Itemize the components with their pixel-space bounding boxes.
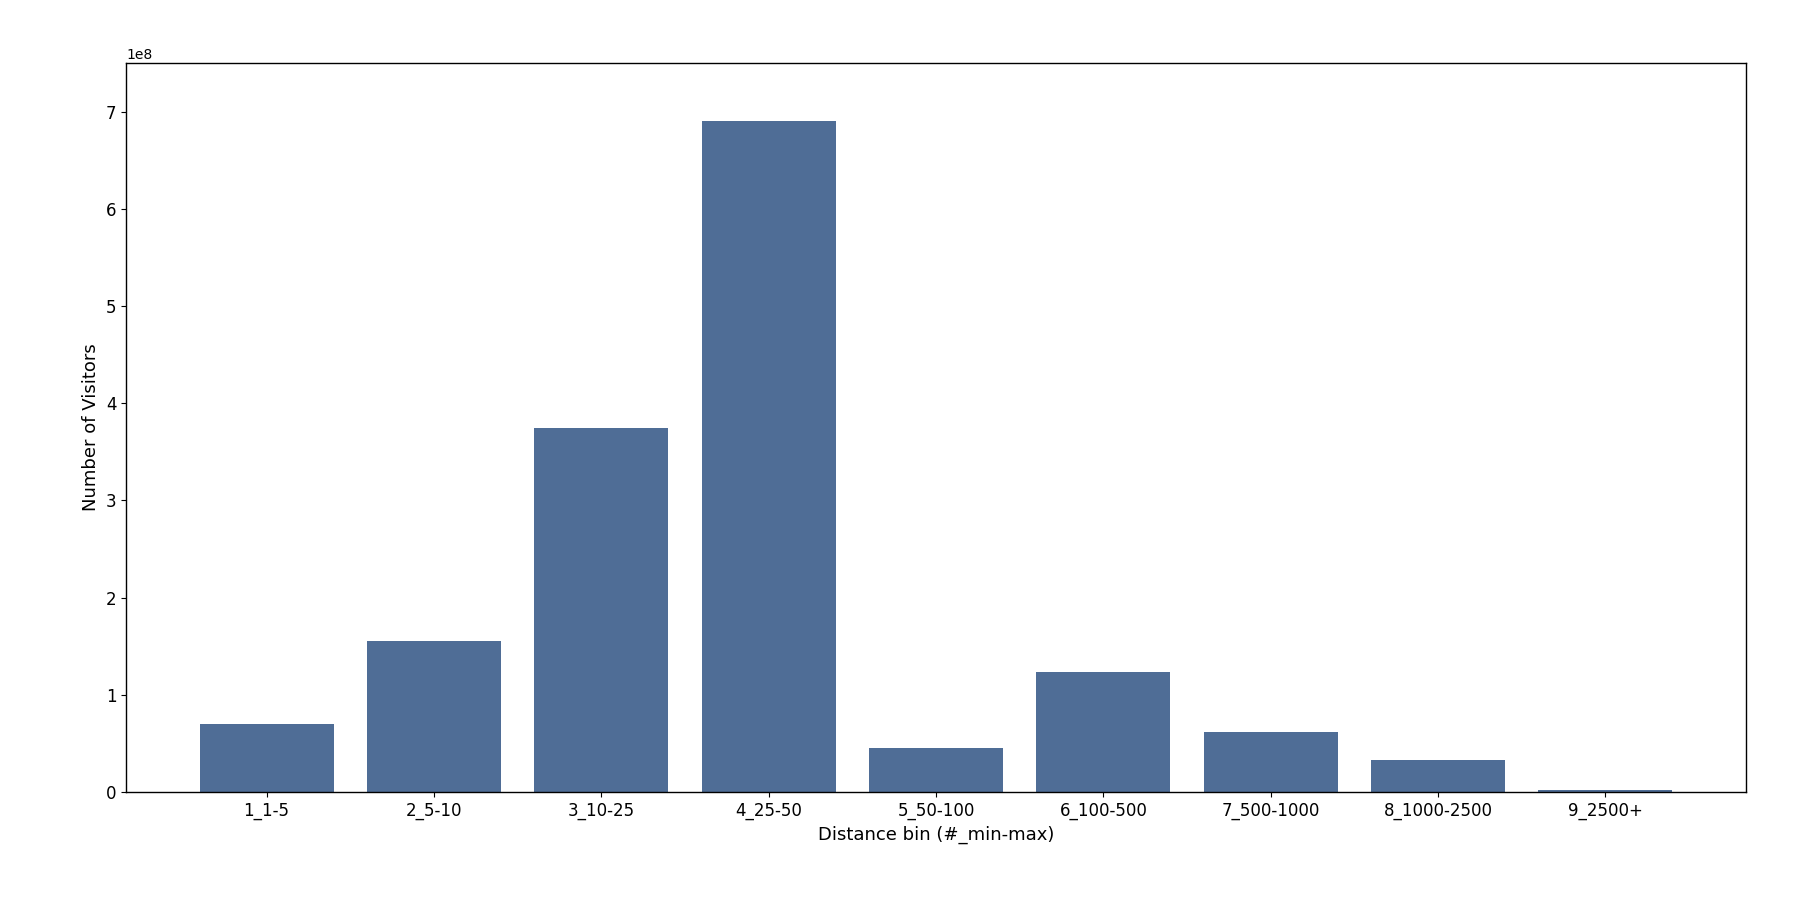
X-axis label: Distance bin (#_min-max): Distance bin (#_min-max) (817, 825, 1055, 843)
Bar (1372, 760, 1505, 792)
Bar (1539, 790, 1672, 792)
Bar (367, 642, 500, 792)
Bar (200, 724, 333, 792)
Bar (1037, 672, 1170, 792)
Y-axis label: Number of Visitors: Number of Visitors (83, 344, 101, 511)
Bar (1204, 732, 1337, 792)
Bar (702, 122, 835, 792)
Bar (869, 748, 1003, 792)
Bar (535, 428, 668, 792)
